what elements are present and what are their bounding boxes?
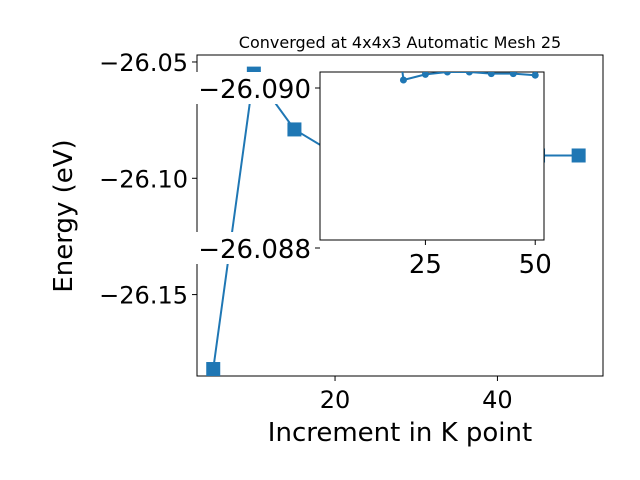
inset-y-tick-label-bg — [172, 72, 312, 104]
main-data-point — [206, 362, 221, 377]
main-data-point — [571, 148, 586, 163]
y-axis-label: Energy (eV) — [49, 139, 79, 292]
main-y-tick-label: −26.15 — [99, 282, 188, 310]
x-axis-label: Increment in K point — [268, 418, 532, 448]
inset-data-point — [509, 72, 517, 78]
main-x-tick-label: 20 — [320, 386, 351, 414]
inset-data-point — [443, 72, 451, 76]
main-title: Converged at 4x4x3 Automatic Mesh 25 — [239, 33, 561, 52]
inset-y-tick-label: −26.088 — [198, 235, 311, 265]
inset-y-tick-label-bg — [172, 232, 312, 264]
main-x-tick-label: 40 — [482, 386, 513, 414]
inset-data-point — [465, 72, 473, 76]
inset-x-tick-label: 50 — [519, 250, 552, 280]
inset-y-tick-label: −26.090 — [198, 75, 311, 105]
main-data-point — [287, 122, 302, 137]
inset-x-tick-label: 25 — [409, 250, 442, 280]
inset-data-point — [421, 72, 429, 78]
main-y-tick-label: −26.10 — [99, 165, 188, 193]
inset-plot-area — [319, 71, 545, 241]
inset-data-point — [531, 72, 539, 79]
inset-series-line — [401, 72, 536, 82]
inset-data-point — [487, 72, 495, 78]
inset-data-point — [399, 76, 407, 84]
